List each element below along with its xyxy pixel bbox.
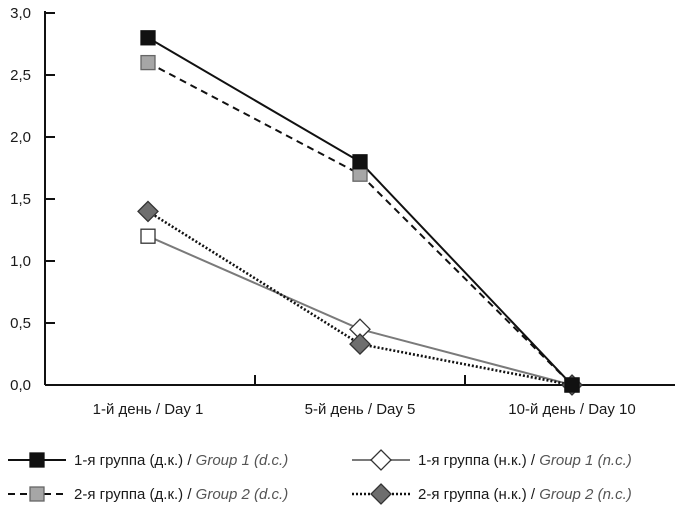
y-tick-label: 2,5 bbox=[10, 67, 31, 84]
legend-entry: 1-я группа (д.к.) / Group 1 (d.c.) bbox=[8, 452, 288, 469]
legend-label-ru: 2-я группа (н.к.) / bbox=[418, 486, 539, 503]
x-tick-label: 10-й день / Day 10 bbox=[508, 401, 635, 418]
series-markers bbox=[137, 30, 583, 396]
legend-label: 2-я группа (д.к.) / Group 2 (d.c.) bbox=[74, 486, 288, 503]
legend-marker bbox=[370, 449, 392, 471]
legend-label-ru: 1-я группа (н.к.) / bbox=[418, 452, 539, 469]
y-tick-label: 0,5 bbox=[10, 315, 31, 332]
legend-entry: 1-я группа (н.к.) / Group 1 (n.c.) bbox=[352, 449, 632, 471]
legend-label-en: Group 2 (d.c.) bbox=[196, 486, 289, 503]
data-point-marker bbox=[140, 54, 156, 71]
legend-label-ru: 1-я группа (д.к.) / bbox=[74, 452, 196, 469]
legend-marker bbox=[29, 452, 45, 468]
y-tick-label: 2,0 bbox=[10, 129, 31, 146]
legend: 1-я группа (д.к.) / Group 1 (d.c.) 1-я гр… bbox=[8, 449, 632, 505]
legend-label-en: Group 2 (n.c.) bbox=[539, 486, 632, 503]
legend-marker bbox=[370, 483, 392, 505]
data-point-marker bbox=[137, 200, 159, 223]
legend-label-en: Group 1 (n.c.) bbox=[539, 452, 632, 469]
data-point-marker bbox=[140, 228, 156, 244]
legend-label: 1-я группа (д.к.) / Group 1 (d.c.) bbox=[74, 452, 288, 469]
x-tick-label: 5-й день / Day 5 bbox=[305, 401, 416, 418]
legend-entry: 2-я группа (д.к.) / Group 2 (d.c.) bbox=[8, 486, 288, 503]
y-tick-label: 1,0 bbox=[10, 253, 31, 270]
data-point-marker bbox=[349, 333, 371, 355]
legend-marker bbox=[29, 486, 45, 502]
data-point-marker bbox=[352, 154, 368, 170]
series-line bbox=[147, 210, 573, 387]
x-tick-label: 1-й день / Day 1 bbox=[93, 401, 204, 418]
y-tick-label: 3,0 bbox=[10, 5, 31, 22]
legend-label: 2-я группа (н.к.) / Group 2 (n.c.) bbox=[418, 486, 632, 503]
data-point-marker bbox=[564, 377, 580, 393]
axes: 0,0 0,5 1,0 1,5 2,0 2,5 3,0 1-й день / Day 1 5-й… bbox=[10, 5, 675, 418]
y-tick-label: 0,0 bbox=[10, 377, 31, 394]
legend-label-ru: 2-я группа (д.к.) / bbox=[74, 486, 196, 503]
series-line bbox=[147, 235, 573, 386]
legend-label-en: Group 1 (d.c.) bbox=[196, 452, 289, 469]
legend-label: 1-я группа (н.к.) / Group 1 (n.c.) bbox=[418, 452, 632, 469]
data-point-marker bbox=[140, 30, 156, 46]
y-tick-label: 1,5 bbox=[10, 191, 31, 208]
series-line bbox=[147, 61, 573, 386]
legend-entry: 2-я группа (н.к.) / Group 2 (n.c.) bbox=[352, 483, 632, 505]
